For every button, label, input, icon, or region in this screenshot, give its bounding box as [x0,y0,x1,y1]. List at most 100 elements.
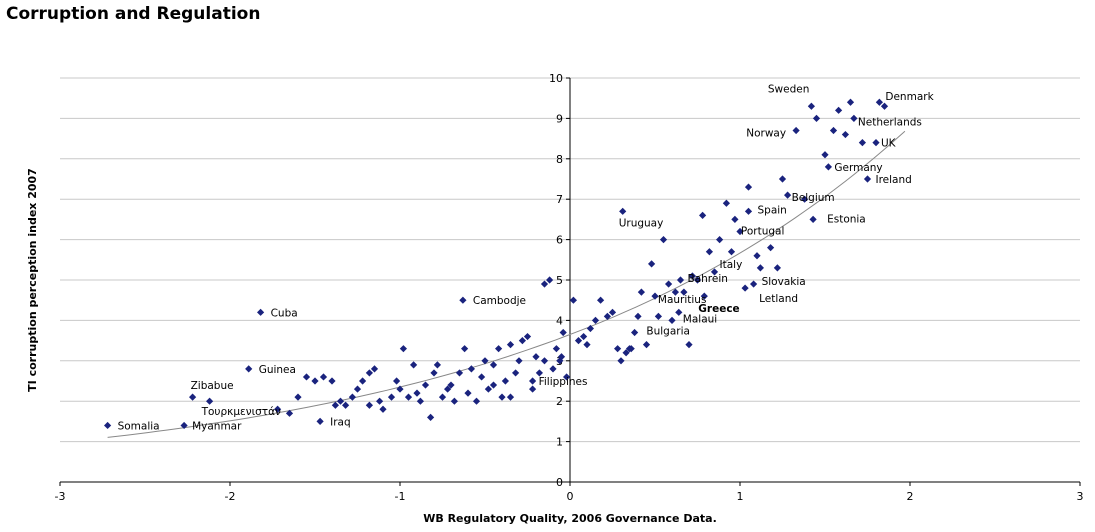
point-88 [744,183,753,191]
point-4 [311,377,319,385]
point-43 [506,341,515,349]
point-62 [591,316,600,324]
point-22 [416,397,424,405]
point-label-greece: Greece [698,303,739,315]
point-84 [716,236,724,244]
point-cambodje [459,296,467,304]
point-label-myanmar: Myanmar [192,420,242,432]
point-slovakia [750,280,758,288]
point-90 [756,264,764,272]
x-tick-label-3: 3 [1077,490,1084,503]
point-104 [342,401,350,409]
point-81 [688,272,696,280]
point-label-portugal: Portugal [741,225,785,237]
point-12 [365,369,373,377]
point-42 [501,377,509,385]
point-label-cuba: Cuba [271,307,298,319]
point-46 [518,337,526,345]
point-63 [597,296,605,304]
point-13 [370,365,379,373]
point-label-filippines: Filippines [539,376,588,388]
x-tick-label-2: 2 [907,490,914,503]
point-96 [821,151,829,159]
point-italy [710,268,719,276]
axes [59,77,1081,486]
point-87 [736,227,744,236]
point-malaui [675,308,683,316]
point-52 [546,276,554,284]
point-95 [812,114,821,122]
point-33 [464,389,472,397]
point-29 [447,381,455,389]
y-tick-label-2: 2 [556,395,563,408]
point-belgium [784,191,792,199]
point-16 [387,393,396,401]
point-20 [404,393,413,401]
point-99 [841,130,849,139]
point-73 [642,341,651,349]
point-54 [552,345,560,353]
y-axis-title: TI corruption perception index 2007 [26,168,39,392]
point-21 [410,361,418,369]
x-tick-label--1: -1 [395,490,406,503]
point-label-bulgaria: Bulgaria [646,325,690,337]
point-uruguay [619,207,627,215]
point-ireland [863,175,872,183]
y-tick-label-1: 1 [556,436,563,449]
point-53 [549,365,557,373]
point-6 [328,377,336,385]
point-uk [872,139,880,147]
point-77 [665,280,673,288]
point-27 [438,393,447,401]
point-spain [744,207,753,215]
point-58 [569,296,577,304]
point-28 [444,385,452,393]
point-label-estonia: Estonia [827,213,866,225]
point-greece [700,292,708,300]
point-82 [699,211,707,219]
point-label-belgium: Belgium [792,192,835,204]
y-tick-label-0: 0 [556,476,563,489]
point-86 [727,248,736,256]
point-93 [778,175,787,183]
point-60 [580,332,588,341]
point-label-25 [206,397,214,405]
point-label-spain: Spain [758,204,787,216]
y-tick-label-8: 8 [556,153,563,166]
point-36 [478,373,486,381]
point-102 [880,102,889,110]
point-labels: DenmarkSwedenNetherlandsNorwayUKGermanyI… [118,83,935,432]
point-45 [515,357,523,365]
point-31 [455,369,464,377]
point-56 [559,328,567,337]
point-37 [481,357,489,365]
point-somalia [104,421,112,430]
point-bahrein [693,276,702,284]
point-label-slovakia: Slovakia [762,276,806,288]
y-tick-label-10: 10 [549,72,563,85]
point-35 [472,397,481,405]
point-76 [659,236,668,244]
point-40 [495,345,503,353]
point-0 [274,405,282,413]
point-label-mauritius: Mauritius [658,294,707,306]
point-letland [741,284,749,292]
point-55 [556,357,564,365]
point-64 [603,312,611,320]
point-110 [583,341,591,349]
point-denmark [875,98,883,106]
point-label-italy: Italy [720,259,743,271]
point-91 [767,244,775,252]
point-44 [512,369,520,377]
point-98 [835,106,843,114]
point-label-cambodje: Cambodje [473,295,526,307]
point-67 [617,357,625,365]
point-bulgaria [654,312,662,320]
point-myanmar [180,421,188,430]
point-106 [489,381,498,389]
point-label-letland: Letland [759,293,798,305]
point-5 [319,373,328,381]
point-9 [348,393,356,401]
point-51 [540,280,549,288]
